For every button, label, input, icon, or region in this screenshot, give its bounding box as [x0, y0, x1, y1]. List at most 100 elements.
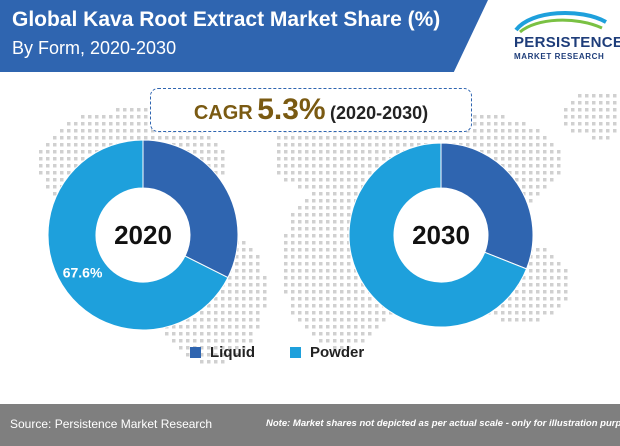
map-dot: [361, 136, 365, 140]
map-dot: [207, 318, 211, 322]
map-dot: [319, 143, 323, 147]
map-dot: [326, 325, 330, 329]
map-dot: [550, 304, 554, 308]
map-dot: [508, 122, 512, 126]
map-dot: [515, 129, 519, 133]
map-dot: [536, 143, 540, 147]
map-dot: [305, 276, 309, 280]
map-dot: [536, 304, 540, 308]
map-dot: [522, 129, 526, 133]
map-dot: [585, 101, 589, 105]
map-dot: [305, 171, 309, 175]
map-dot: [74, 143, 78, 147]
map-dot: [494, 143, 498, 147]
map-dot: [613, 101, 617, 105]
map-dot: [347, 304, 351, 308]
map-dot: [333, 248, 337, 252]
map-dot: [494, 136, 498, 140]
map-dot: [536, 283, 540, 287]
map-dot: [67, 129, 71, 133]
map-dot: [550, 262, 554, 266]
map-dot: [319, 241, 323, 245]
map-dot: [543, 283, 547, 287]
map-dot: [214, 339, 218, 343]
map-dot: [340, 248, 344, 252]
map-dot: [207, 150, 211, 154]
map-dot: [221, 297, 225, 301]
map-dot: [333, 178, 337, 182]
map-dot: [277, 157, 281, 161]
map-dot: [578, 101, 582, 105]
map-dot: [529, 171, 533, 175]
map-dot: [536, 178, 540, 182]
map-dot: [571, 115, 575, 119]
map-dot: [515, 297, 519, 301]
map-dot: [291, 136, 295, 140]
map-dot: [291, 178, 295, 182]
map-dot: [179, 136, 183, 140]
map-dot: [284, 178, 288, 182]
map-dot: [284, 255, 288, 259]
map-dot: [95, 115, 99, 119]
map-dot: [564, 276, 568, 280]
map-dot: [396, 150, 400, 154]
map-dot: [543, 143, 547, 147]
legend-item-liquid: Liquid: [190, 344, 255, 361]
map-dot: [214, 353, 218, 357]
map-dot: [494, 115, 498, 119]
map-dot: [613, 94, 617, 98]
map-dot: [200, 318, 204, 322]
map-dot: [305, 157, 309, 161]
logo-text-primary: PERSISTENCE: [514, 34, 620, 51]
map-dot: [606, 129, 610, 133]
map-dot: [298, 213, 302, 217]
map-dot: [305, 220, 309, 224]
map-dot: [291, 213, 295, 217]
map-dot: [515, 171, 519, 175]
map-dot: [235, 276, 239, 280]
map-dot: [200, 360, 204, 364]
map-dot: [522, 304, 526, 308]
map-dot: [368, 150, 372, 154]
map-dot: [543, 304, 547, 308]
map-dot: [543, 290, 547, 294]
map-dot: [508, 136, 512, 140]
map-dot: [200, 339, 204, 343]
map-dot: [333, 255, 337, 259]
cagr-period: (2020-2030): [330, 103, 429, 123]
map-dot: [109, 122, 113, 126]
map-dot: [340, 297, 344, 301]
map-dot: [340, 192, 344, 196]
map-dot: [557, 269, 561, 273]
map-dot: [536, 262, 540, 266]
map-dot: [242, 276, 246, 280]
map-dot: [256, 311, 260, 315]
map-dot: [305, 150, 309, 154]
map-dot: [543, 164, 547, 168]
map-dot: [235, 297, 239, 301]
map-dot: [592, 108, 596, 112]
map-dot: [354, 150, 358, 154]
map-dot: [228, 283, 232, 287]
map-dot: [333, 136, 337, 140]
map-dot: [599, 136, 603, 140]
map-dot: [284, 276, 288, 280]
map-dot: [529, 269, 533, 273]
map-dot: [186, 136, 190, 140]
map-dot: [172, 136, 176, 140]
map-dot: [312, 227, 316, 231]
map-dot: [298, 143, 302, 147]
map-dot: [522, 276, 526, 280]
map-dot: [305, 262, 309, 266]
map-dot: [214, 332, 218, 336]
map-dot: [298, 269, 302, 273]
map-dot: [361, 304, 365, 308]
map-dot: [298, 283, 302, 287]
map-dot: [207, 157, 211, 161]
map-dot: [522, 290, 526, 294]
map-dot: [501, 115, 505, 119]
map-dot: [312, 318, 316, 322]
map-dot: [221, 346, 225, 350]
map-dot: [340, 150, 344, 154]
map-dot: [228, 304, 232, 308]
